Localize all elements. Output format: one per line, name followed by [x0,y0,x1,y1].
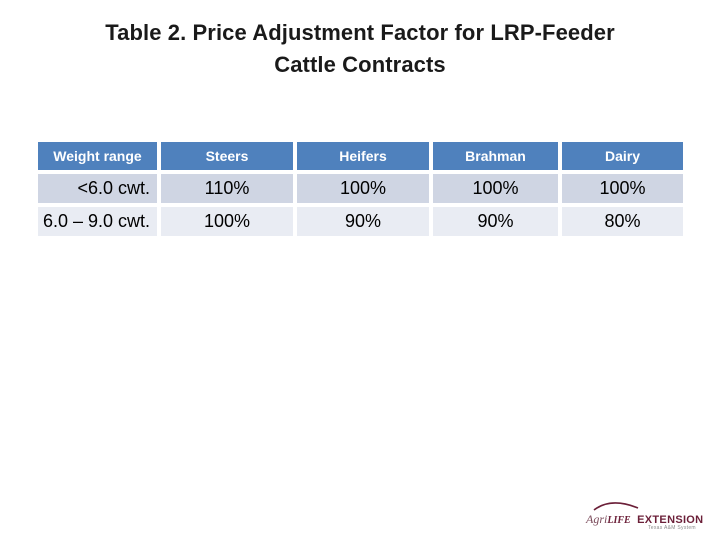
table-cell: 100% [433,174,558,203]
logo-extension-text: EXTENSION [637,514,704,526]
slide-title: Table 2. Price Adjustment Factor for LRP… [40,17,680,81]
logo-wordmark: AgriLIFE EXTENSION [586,510,703,528]
table-header-dairy: Dairy [562,142,683,170]
table-cell: 90% [297,207,429,236]
table-header-weight-range: Weight range [38,142,157,170]
price-adjustment-table: Weight range Steers Heifers Brahman Dair… [38,142,683,236]
table-cell: 110% [161,174,293,203]
logo-arc-icon [593,502,639,511]
table-header-steers: Steers [161,142,293,170]
slide-title-line2: Cattle Contracts [274,52,446,77]
table-cell: 100% [161,207,293,236]
table-cell: 80% [562,207,683,236]
logo-tagline: Texas A&M System [648,525,696,531]
table-cell: 100% [297,174,429,203]
table-cell-row-label: <6.0 cwt. [38,174,157,203]
agrilife-extension-logo: AgriLIFE EXTENSION Texas A&M System [586,500,716,534]
logo-agri-text: Agri [586,512,608,526]
table-cell: 100% [562,174,683,203]
table-cell: 90% [433,207,558,236]
logo-life-text: LIFE [607,515,631,526]
slide-title-line1: Table 2. Price Adjustment Factor for LRP… [105,20,615,45]
table-header-brahman: Brahman [433,142,558,170]
table-header-heifers: Heifers [297,142,429,170]
table-cell-row-label: 6.0 – 9.0 cwt. [38,207,157,236]
